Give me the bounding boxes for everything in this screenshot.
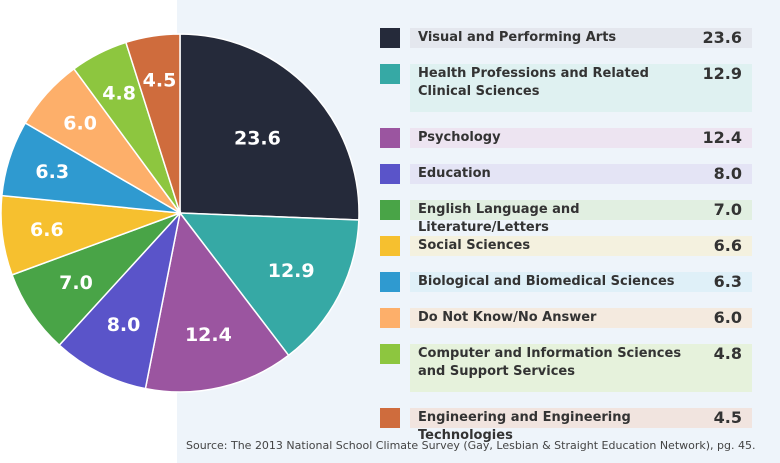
legend-item: Computer and Information Sciences and Su… (380, 344, 780, 392)
legend-swatch (380, 272, 400, 292)
legend-label: English Language and Literature/Letters (418, 202, 580, 235)
pie-slice-3 (144, 211, 290, 393)
legend-item: Psychology 12.4 (380, 128, 780, 148)
legend-value: 6.0 (713, 308, 742, 327)
slice-value-label-1: 23.6 (234, 128, 281, 150)
legend-swatch (380, 28, 400, 48)
legend-item: Education 8.0 (380, 164, 780, 184)
legend-bar: Health Professions and Related Clinical … (410, 64, 752, 112)
legend-label: Engineering and Engineering Technologies (418, 410, 631, 443)
legend-label: Psychology (418, 130, 501, 145)
legend-bar: English Language and Literature/Letters 7… (410, 200, 752, 235)
legend-swatch (380, 408, 400, 428)
slice-value-label-10: 4.5 (143, 69, 177, 91)
pie-slice-10 (124, 33, 181, 214)
slice-value-label-6: 6.6 (30, 219, 64, 241)
legend-bar: Computer and Information Sciences and Su… (410, 344, 752, 392)
legend-value: 4.5 (713, 408, 742, 427)
slice-value-label-4: 8.0 (107, 314, 141, 336)
pie-slice-4 (58, 210, 182, 390)
legend-item: Do Not Know/No Answer 6.0 (380, 308, 780, 328)
legend-swatch (380, 164, 400, 184)
legend-value: 8.0 (713, 164, 742, 183)
slice-value-label-7: 6.3 (35, 161, 69, 183)
legend-value: 7.0 (713, 200, 742, 219)
legend-swatch (380, 200, 400, 220)
legend-label: Computer and Information Sciences and Su… (418, 346, 682, 379)
legend-swatch (380, 236, 400, 256)
legend-item: English Language and Literature/Letters 7… (380, 200, 780, 235)
pie-slice-2 (178, 212, 360, 357)
legend-item: Visual and Performing Arts 23.6 (380, 28, 780, 48)
pie-chart: 23.6 12.9 12.4 8.0 7.0 6.6 6.3 6.04.8 4.5 (0, 33, 360, 393)
legend-item: Health Professions and Related Clinical … (380, 64, 780, 112)
slice-value-label-2: 12.9 (268, 260, 315, 282)
legend-label: Visual and Performing Arts (418, 30, 617, 45)
legend-bar: Visual and Performing Arts 23.6 (410, 28, 752, 48)
legend-swatch (380, 308, 400, 328)
legend-bar: Psychology 12.4 (410, 128, 752, 148)
slice-value-label-3: 12.4 (185, 324, 232, 346)
legend-value: 23.6 (702, 28, 742, 47)
slice-value-label-9: 4.8 (102, 82, 136, 104)
legend-swatch (380, 128, 400, 148)
legend-value: 6.6 (713, 236, 742, 255)
legend-bar: Social Sciences 6.6 (410, 236, 752, 256)
legend-bar: Engineering and Engineering Technologies… (410, 408, 752, 443)
legend-bar: Do Not Know/No Answer 6.0 (410, 308, 752, 328)
legend-item: Biological and Biomedical Sciences 6.3 (380, 272, 780, 292)
pie-slice-1 (179, 33, 360, 221)
legend-item: Engineering and Engineering Technologies… (380, 408, 780, 443)
legend-value: 12.4 (702, 128, 742, 147)
legend-bar: Biological and Biomedical Sciences 6.3 (410, 272, 752, 292)
legend-item: Social Sciences 6.6 (380, 236, 780, 256)
legend-label: Do Not Know/No Answer (418, 310, 597, 325)
legend-value: 6.3 (713, 272, 742, 291)
slice-value-label-5: 7.0 (59, 272, 93, 294)
slice-value-label-8: 6.0 (63, 112, 97, 134)
legend-label: Education (418, 166, 491, 181)
legend-label: Social Sciences (418, 238, 531, 253)
legend-label: Biological and Biomedical Sciences (418, 274, 675, 289)
legend-bar: Education 8.0 (410, 164, 752, 184)
legend-label: Health Professions and Related Clinical … (418, 66, 649, 99)
legend-swatch (380, 344, 400, 364)
legend-value: 4.8 (713, 344, 742, 363)
legend-swatch (380, 64, 400, 84)
source-note: Source: The 2013 National School Climate… (186, 439, 756, 452)
legend-value: 12.9 (702, 64, 742, 83)
